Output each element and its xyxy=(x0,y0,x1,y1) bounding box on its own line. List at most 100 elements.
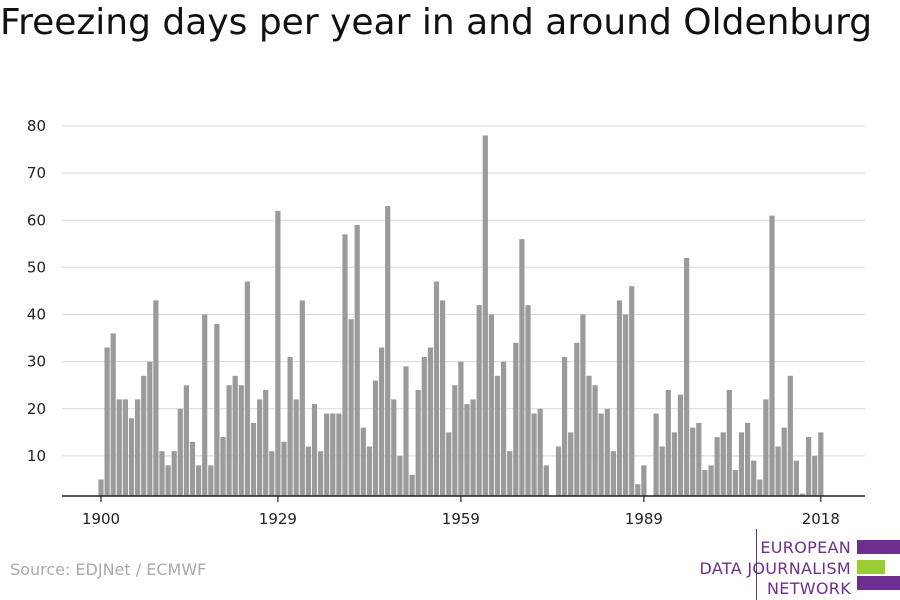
bar-1966 xyxy=(501,361,507,496)
bar-1934 xyxy=(305,446,311,496)
bar-2010 xyxy=(769,215,775,496)
tick-labels: 10 20 30 40 50 60 70 80 1900 1929 1959 1989 2018 xyxy=(27,117,840,528)
bar-2015 xyxy=(799,493,806,496)
bar-1930 xyxy=(281,441,287,496)
bar-1954 xyxy=(427,347,433,496)
bar-1941 xyxy=(348,319,354,496)
bar-1978 xyxy=(574,342,580,496)
y-tick-label: 50 xyxy=(27,258,46,276)
bar-1949 xyxy=(397,455,403,496)
bar-1922 xyxy=(232,375,238,496)
bar-1903 xyxy=(116,399,122,496)
bar-1957 xyxy=(446,432,452,496)
bar-1948 xyxy=(391,399,397,496)
bar-1994 xyxy=(671,432,677,496)
bar-1980 xyxy=(586,375,592,496)
bar-2013 xyxy=(787,375,793,496)
bar-1918 xyxy=(208,465,214,496)
logo-line-1: EUROPEAN xyxy=(760,538,851,557)
bar-1987 xyxy=(629,286,635,496)
bar-1926 xyxy=(257,399,263,496)
bar-2005 xyxy=(738,432,745,496)
bar-1933 xyxy=(299,300,305,496)
bar-1944 xyxy=(366,446,372,496)
bar-2011 xyxy=(775,446,781,496)
bar-1986 xyxy=(623,314,629,496)
logo-divider xyxy=(756,529,757,600)
y-tick-label: 80 xyxy=(27,117,46,135)
bar-1920 xyxy=(220,437,226,496)
bar-2007 xyxy=(751,460,757,496)
bar-1995 xyxy=(677,394,684,496)
bar-1988 xyxy=(635,484,641,496)
bar-2018 xyxy=(818,432,824,496)
bar-2001 xyxy=(714,437,720,496)
bar-1938 xyxy=(330,413,336,496)
bar-1924 xyxy=(244,281,250,496)
bar-1945 xyxy=(372,380,379,496)
x-tick-label: 1929 xyxy=(259,510,297,528)
bar-1932 xyxy=(293,399,299,496)
bar-1916 xyxy=(196,465,202,496)
bar-1902 xyxy=(110,333,116,496)
bar-2008 xyxy=(757,479,763,496)
bar-1947 xyxy=(385,206,391,497)
bar-1977 xyxy=(568,432,574,496)
bar-1919 xyxy=(214,323,220,496)
bar-1904 xyxy=(122,399,128,496)
bar-1962 xyxy=(476,305,482,496)
bar-1953 xyxy=(421,356,427,496)
bar-1942 xyxy=(354,224,360,496)
edjnet-logo[interactable]: EUROPEAN DATA JOURNALISM NETWORK xyxy=(700,529,900,600)
bar-1999 xyxy=(702,470,708,496)
bar-1939 xyxy=(336,413,342,496)
bar-1981 xyxy=(592,385,598,496)
bar-1915 xyxy=(189,441,196,496)
bar-2002 xyxy=(720,432,726,496)
bar-1975 xyxy=(555,446,562,496)
bar-1967 xyxy=(507,451,513,496)
logo-line-2: DATA JOURNALISM xyxy=(699,559,851,578)
bar-1907 xyxy=(141,375,147,496)
bar-2016 xyxy=(806,437,812,496)
bar-2014 xyxy=(793,460,799,496)
y-tick-label: 60 xyxy=(27,211,46,229)
bar-1927 xyxy=(263,389,269,496)
bar-1931 xyxy=(287,356,293,496)
logo-bar-green xyxy=(857,560,885,574)
bar-1960 xyxy=(464,404,470,496)
bar-1937 xyxy=(324,413,330,496)
bar-1973 xyxy=(543,465,549,496)
bars xyxy=(98,135,824,497)
bar-1989 xyxy=(641,465,647,496)
bar-1984 xyxy=(610,451,616,496)
bar-1901 xyxy=(104,347,110,496)
x-tick-label: 1900 xyxy=(82,510,120,528)
y-tick-label: 30 xyxy=(27,353,46,371)
bar-1908 xyxy=(147,361,153,496)
bar-1909 xyxy=(153,300,159,496)
bar-1905 xyxy=(128,418,135,496)
bar-1910 xyxy=(159,451,165,496)
bar-1979 xyxy=(580,314,586,496)
chart-title: Freezing days per year in and around Old… xyxy=(0,2,873,43)
x-tick-label: 1959 xyxy=(442,510,480,528)
bar-1963 xyxy=(482,135,488,496)
bar-1958 xyxy=(452,385,458,496)
bar-1982 xyxy=(598,413,604,496)
bar-1998 xyxy=(696,422,702,496)
bar-2012 xyxy=(781,427,787,496)
bar-1921 xyxy=(226,385,232,496)
bar-1997 xyxy=(690,427,696,496)
logo-line-3: NETWORK xyxy=(767,579,851,598)
bar-1912 xyxy=(171,451,177,496)
bar-1935 xyxy=(311,404,318,496)
source-note: Source: EDJNet / ECMWF xyxy=(10,560,207,579)
bar-1970 xyxy=(525,305,531,496)
bar-1964 xyxy=(488,314,494,496)
bar-1936 xyxy=(318,451,324,496)
bar-1906 xyxy=(135,399,141,496)
bar-1943 xyxy=(360,427,366,496)
bar-1969 xyxy=(519,239,525,496)
bar-1959 xyxy=(458,361,464,496)
